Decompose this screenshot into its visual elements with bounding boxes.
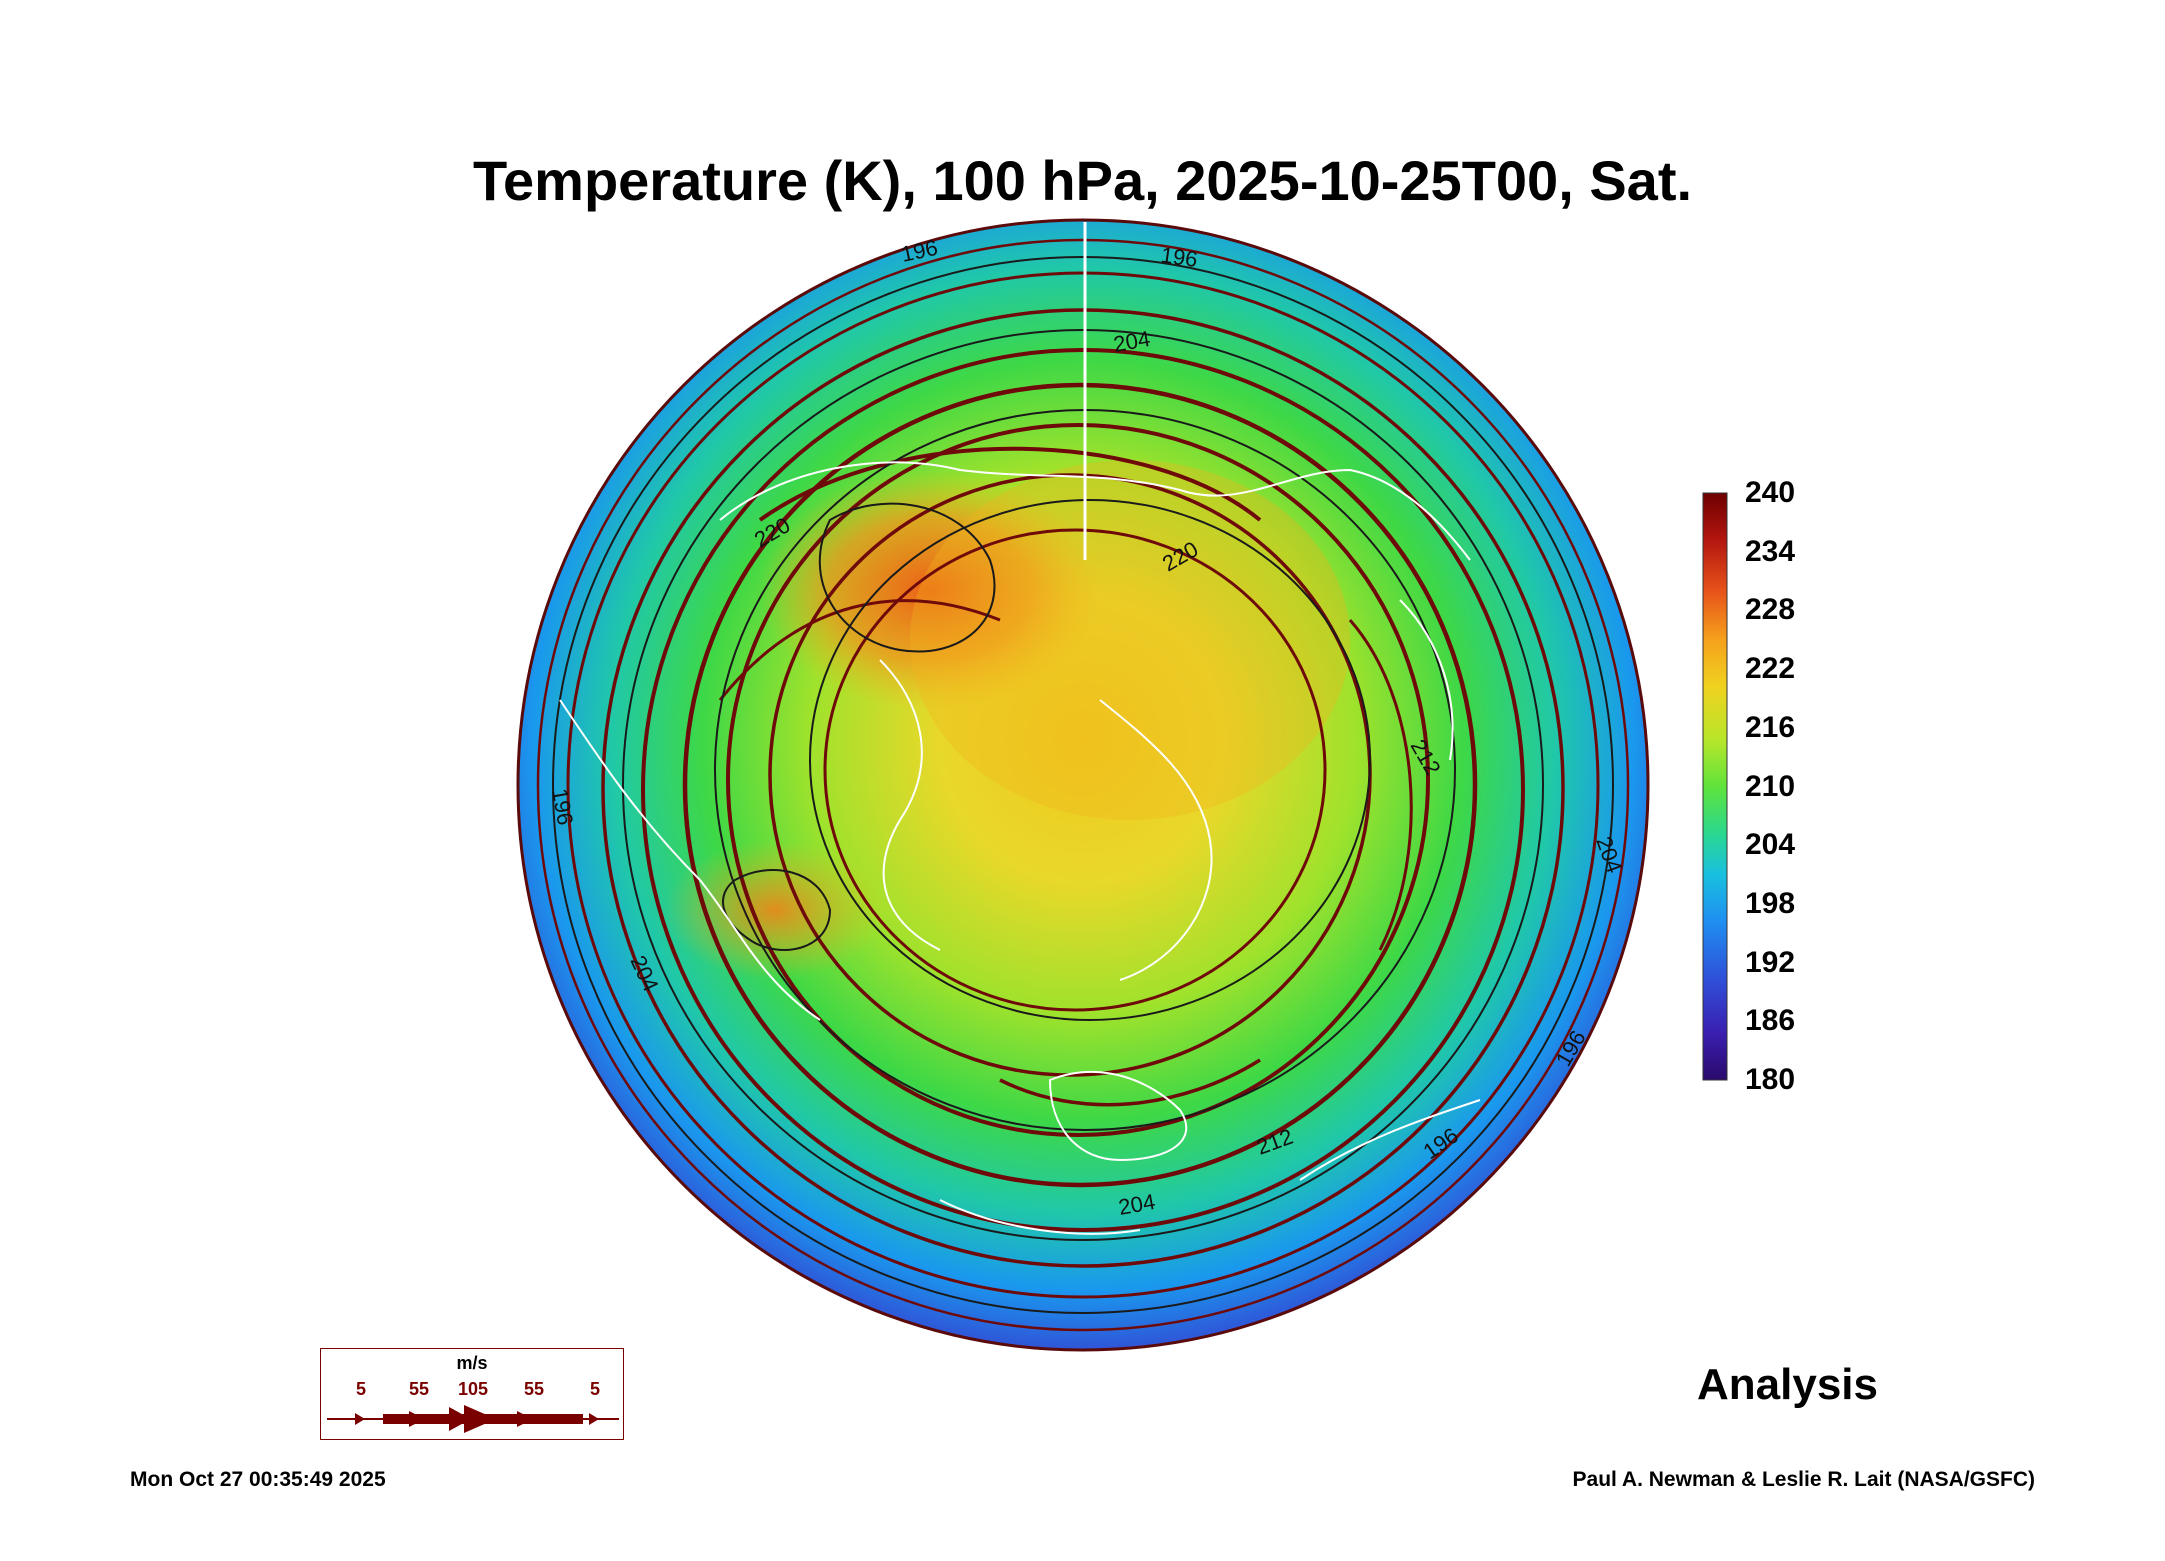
wind-streamlines (536, 238, 1630, 1332)
colorbar-tick-label: 216 (1745, 710, 1796, 744)
credit-line: Paul A. Newman & Leslie R. Lait (NASA/GS… (1572, 1468, 2035, 1491)
temperature-field (518, 220, 1648, 1350)
colorbar-tick-label: 186 (1745, 1004, 1796, 1038)
colorbar-tick-label: 228 (1745, 593, 1796, 627)
colorbar-tick-label: 192 (1745, 945, 1796, 979)
colorbar-tick-label: 240 (1745, 476, 1796, 509)
wind-key-label: 105 (457, 1379, 489, 1399)
coastlines (559, 461, 1481, 1235)
colorbar-tick-label: 204 (1745, 828, 1796, 862)
timestamp: Mon Oct 27 00:35:49 2025 (130, 1468, 386, 1491)
wind-unit-label: m/s (456, 1353, 488, 1373)
colorbar-tick-label: 180 (1745, 1063, 1796, 1096)
contour-label: 196 (1159, 242, 1199, 272)
wind-speed-key: m/s 5 55 105 55 5 (320, 1348, 624, 1440)
colorbar-tick-label: 210 (1745, 769, 1796, 803)
colorbar-tick-label: 198 (1745, 886, 1796, 920)
analysis-label: Analysis (1697, 1360, 1878, 1409)
wind-key-arrow (327, 1405, 619, 1433)
colorbar (1702, 492, 1728, 1081)
wind-key-label: 55 (523, 1379, 545, 1399)
colorbar-tick-label: 234 (1745, 534, 1796, 568)
wind-key-label: 5 (589, 1379, 601, 1399)
wind-key-label: 5 (355, 1379, 367, 1399)
colorbar-tick-label: 222 (1745, 652, 1796, 686)
globe-border (516, 218, 1650, 1352)
wind-key-label: 55 (408, 1379, 430, 1399)
map-title: Temperature (K), 100 hPa, 2025-10-25T00,… (472, 149, 1693, 212)
